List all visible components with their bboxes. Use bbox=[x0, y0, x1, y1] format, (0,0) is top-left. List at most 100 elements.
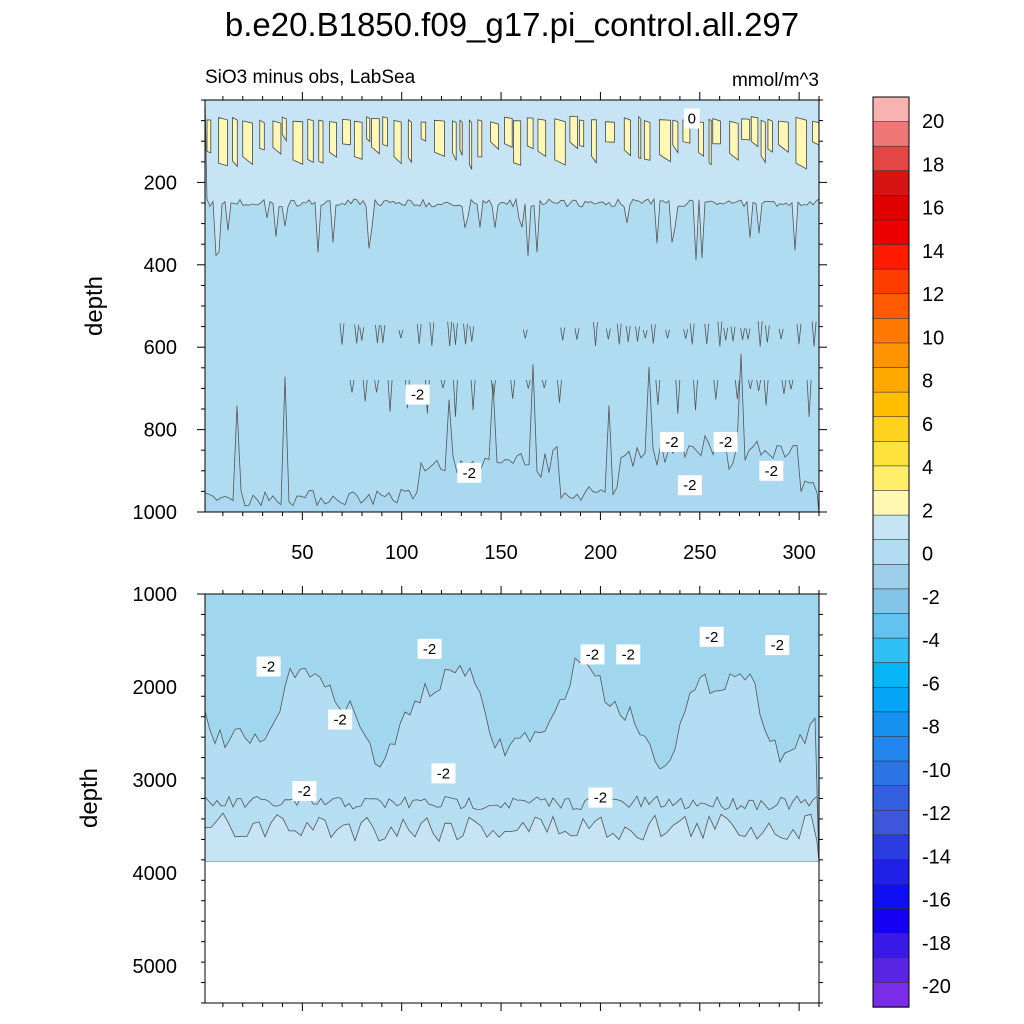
colorbar-swatch bbox=[872, 613, 910, 639]
colorbar-swatch bbox=[872, 121, 910, 147]
colorbar-swatch bbox=[872, 342, 910, 369]
colorbar: 20181614121086420-2-4-6-8-10-12-14-16-18… bbox=[872, 96, 951, 1008]
colorbar-swatch bbox=[872, 539, 910, 565]
colorbar-label: 6 bbox=[922, 414, 933, 436]
colorbar-swatch bbox=[872, 170, 910, 197]
svg-text:-2: -2 bbox=[333, 711, 346, 728]
colorbar-label: 0 bbox=[922, 544, 933, 566]
lower-y-axis-label: depth bbox=[76, 768, 103, 828]
svg-text:-2: -2 bbox=[622, 646, 635, 663]
x-tick-label: 200 bbox=[584, 542, 617, 564]
colorbar-label: -2 bbox=[922, 587, 940, 609]
svg-text:-2: -2 bbox=[705, 629, 718, 646]
colorbar-label: -6 bbox=[922, 673, 940, 695]
colorbar-swatch bbox=[872, 293, 910, 320]
contour-label: -2 bbox=[256, 656, 281, 677]
colorbar-swatch bbox=[872, 145, 910, 172]
svg-text:-2: -2 bbox=[771, 637, 784, 654]
lower-contour-labels: -2 -2 -2 -2 -2 -2 -2 -2 -2 -2 bbox=[256, 626, 790, 808]
colorbar-swatch bbox=[872, 662, 910, 688]
units-label: mmol/m^3 bbox=[732, 70, 819, 91]
y-tick-label: 5000 bbox=[133, 956, 178, 978]
contour-label: -2 bbox=[699, 626, 724, 647]
colorbar-label: 12 bbox=[922, 284, 944, 306]
x-tick-label: 250 bbox=[683, 542, 716, 564]
contour-label: -2 bbox=[588, 787, 613, 808]
svg-text:-2: -2 bbox=[298, 783, 311, 800]
colorbar-swatch bbox=[872, 785, 910, 811]
contour-label: -2 bbox=[431, 763, 456, 784]
svg-text:-2: -2 bbox=[437, 765, 450, 782]
colorbar-label: 18 bbox=[922, 154, 944, 176]
colorbar-swatch bbox=[872, 859, 910, 885]
colorbar-swatch bbox=[872, 637, 910, 664]
colorbar-swatch bbox=[872, 686, 910, 713]
svg-text:-2: -2 bbox=[594, 790, 607, 807]
colorbar-label: -12 bbox=[922, 803, 951, 825]
colorbar-swatch bbox=[872, 982, 910, 1008]
contour-label: -2 bbox=[759, 460, 784, 481]
y-tick-label: 200 bbox=[144, 172, 177, 194]
colorbar-swatch bbox=[872, 834, 910, 861]
colorbar-label: 14 bbox=[922, 241, 944, 263]
contour-label: -2 bbox=[765, 635, 790, 656]
upper-y-axis-label: depth bbox=[81, 276, 108, 336]
colorbar-swatch bbox=[872, 957, 910, 984]
colorbar-label: 16 bbox=[922, 198, 944, 220]
colorbar-label: 8 bbox=[922, 371, 933, 393]
colorbar-swatch bbox=[872, 318, 910, 344]
colorbar-swatch bbox=[872, 465, 910, 492]
contour-label: -2 bbox=[677, 475, 702, 496]
colorbar-swatch bbox=[872, 514, 910, 541]
y-tick-label: 400 bbox=[144, 255, 177, 277]
contour-label: -2 bbox=[616, 644, 641, 665]
lower-band-bottom-light bbox=[205, 812, 819, 862]
upper-contour-lines bbox=[339, 321, 817, 418]
colorbar-label: 10 bbox=[922, 327, 944, 349]
colorbar-label: 4 bbox=[922, 457, 933, 479]
colorbar-swatch bbox=[872, 219, 910, 246]
contour-label: -2 bbox=[659, 431, 684, 452]
lower-plot-area bbox=[205, 594, 819, 862]
svg-text:-2: -2 bbox=[411, 387, 424, 404]
x-tick-label: 300 bbox=[782, 542, 815, 564]
panel-subtitle: SiO3 minus obs, LabSea bbox=[205, 67, 416, 88]
contour-label: -2 bbox=[457, 462, 482, 483]
colorbar-swatch bbox=[872, 563, 910, 590]
colorbar-label: -8 bbox=[922, 717, 940, 739]
colorbar-swatch bbox=[872, 932, 910, 959]
colorbar-label: -10 bbox=[922, 760, 951, 782]
colorbar-swatch bbox=[872, 416, 910, 443]
svg-text:-2: -2 bbox=[262, 659, 275, 676]
y-tick-label: 3000 bbox=[133, 770, 178, 792]
colorbar-swatch bbox=[872, 391, 910, 418]
colorbar-swatch bbox=[872, 588, 910, 615]
colorbar-swatch bbox=[872, 367, 910, 393]
colorbar-label: -4 bbox=[922, 630, 940, 652]
colorbar-swatch bbox=[872, 490, 910, 516]
colorbar-swatch bbox=[872, 441, 910, 467]
contour-label: -2 bbox=[405, 384, 430, 405]
contour-label: -2 bbox=[417, 638, 442, 659]
y-tick-label: 800 bbox=[144, 420, 177, 442]
figure-title: b.e20.B1850.f09_g17.pi_control.all.297 bbox=[225, 6, 799, 43]
colorbar-label: 2 bbox=[922, 500, 933, 522]
contour-label: -2 bbox=[328, 709, 353, 730]
upper-contour-labels: 0 -2 -2 -2 -2 -2 -2 bbox=[405, 108, 784, 496]
contour-label: -2 bbox=[580, 644, 605, 665]
svg-text:-2: -2 bbox=[423, 641, 436, 658]
colorbar-label: -16 bbox=[922, 890, 951, 912]
colorbar-swatch bbox=[872, 760, 910, 787]
colorbar-label: -14 bbox=[922, 846, 951, 868]
colorbar-swatch bbox=[872, 908, 910, 934]
contour-label: -2 bbox=[292, 781, 317, 802]
y-tick-label: 2000 bbox=[133, 677, 178, 699]
svg-text:-2: -2 bbox=[665, 434, 678, 451]
upper-panel: 50 100 150 200 250 300 200 400 600 800 1000 0 -2 -2 -… bbox=[81, 92, 827, 564]
y-tick-label: 4000 bbox=[133, 863, 178, 885]
upper-axis-ticks: 50 100 150 200 250 300 200 400 600 800 1000 bbox=[133, 92, 827, 564]
upper-band-positive bbox=[206, 115, 819, 170]
svg-text:-2: -2 bbox=[765, 463, 778, 480]
colorbar-swatch bbox=[872, 809, 910, 836]
